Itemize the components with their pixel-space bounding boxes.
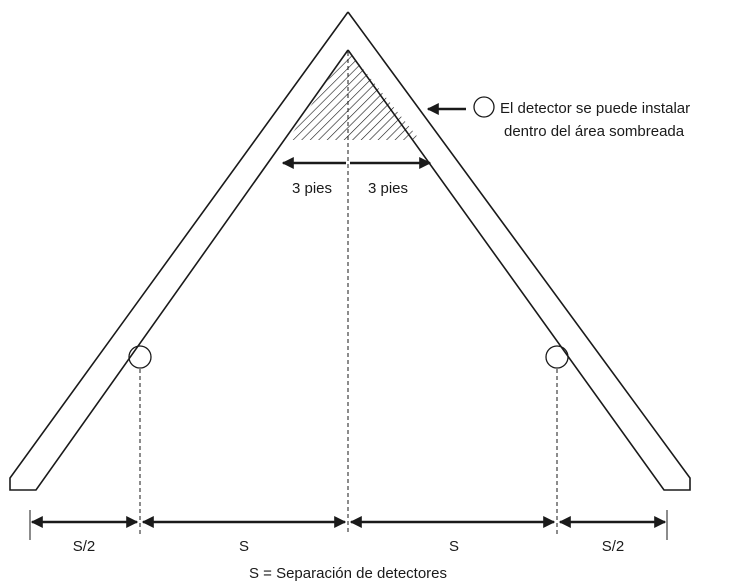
label-s-half-right: S/2 xyxy=(602,538,625,555)
detector-symbol-legend xyxy=(473,96,495,118)
annotation-line-1: El detector se puede instalar xyxy=(500,100,690,117)
right-rafter xyxy=(347,11,691,491)
left-rafter xyxy=(9,11,349,491)
shaded-install-area xyxy=(288,50,420,140)
label-s-half-left: S/2 xyxy=(73,538,96,555)
annotation-line-2: dentro del área sombreada xyxy=(504,123,685,140)
detector-right xyxy=(545,345,569,369)
label-s-left: S xyxy=(239,538,249,555)
label-3ft-left: 3 pies xyxy=(292,180,332,197)
detector-left xyxy=(128,345,152,369)
label-s-right: S xyxy=(449,538,459,555)
label-3ft-right: 3 pies xyxy=(368,180,408,197)
legend-text: S = Separación de detectores xyxy=(249,565,447,582)
